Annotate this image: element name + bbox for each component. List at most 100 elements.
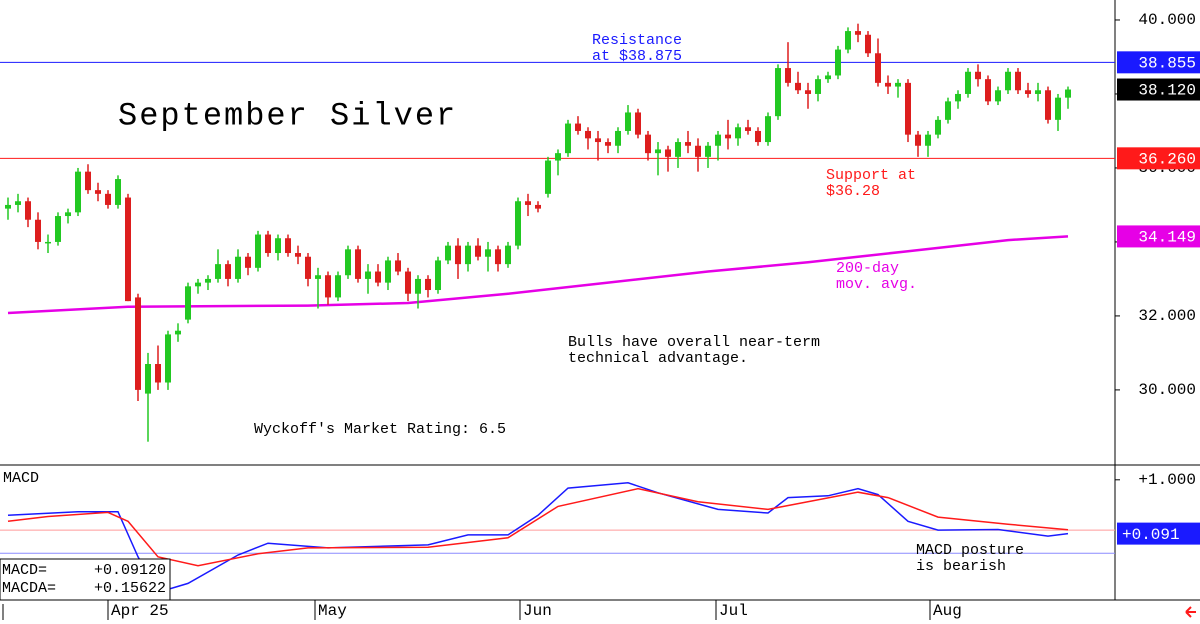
candle-body — [745, 127, 751, 131]
candle-body — [815, 79, 821, 94]
candle-body — [675, 142, 681, 157]
candle-body — [235, 256, 241, 279]
candle-body — [725, 134, 731, 139]
candle-body — [105, 193, 111, 205]
readout-value: +0.09120 — [94, 562, 166, 579]
value-tag-label: +0.091 — [1122, 526, 1180, 544]
candle-body — [125, 197, 131, 302]
candle-body — [1025, 90, 1031, 94]
price-panel: 30.00032.00034.00036.00038.00040.00038.8… — [0, 11, 1200, 442]
candle-body — [685, 142, 691, 146]
candle-body — [715, 134, 721, 146]
candle-body — [735, 127, 741, 139]
readout-label: MACDA= — [2, 580, 56, 597]
candle-body — [85, 171, 91, 191]
price-tag — [1117, 78, 1200, 101]
candle-body — [1055, 97, 1061, 120]
candle-body — [755, 130, 761, 143]
candle-body — [75, 171, 81, 213]
annotation: technical advantage. — [568, 350, 748, 367]
candle-body — [285, 238, 291, 254]
annotation: Bulls have overall near-term — [568, 334, 820, 351]
chart-title: September Silver — [118, 97, 457, 134]
price-tag-label: 36.260 — [1138, 151, 1196, 169]
candle-body — [15, 201, 21, 205]
scroll-arrow[interactable] — [1185, 606, 1196, 618]
value-tag — [1117, 522, 1200, 545]
readout-label: MACD= — [2, 562, 47, 579]
candle-body — [1015, 71, 1021, 91]
candle-body — [355, 249, 361, 279]
price-tag-label: 38.120 — [1138, 82, 1196, 100]
price-tag-label: 38.855 — [1138, 55, 1196, 73]
candle-body — [365, 271, 371, 279]
annotation: $36.28 — [826, 183, 880, 200]
candle-body — [935, 119, 941, 135]
candle-body — [255, 234, 261, 268]
candle-body — [865, 34, 871, 54]
candle-body — [185, 286, 191, 320]
candle-body — [215, 264, 221, 279]
candle-body — [95, 190, 101, 194]
candle-body — [525, 201, 531, 205]
candle-body — [435, 260, 441, 291]
price-tag — [1117, 51, 1200, 74]
candle-body — [875, 53, 881, 83]
candle-body — [855, 31, 861, 35]
candle-body — [265, 234, 271, 254]
candle-body — [765, 116, 771, 143]
candle-body — [535, 204, 541, 209]
candle-body — [635, 112, 641, 135]
candle-body — [545, 160, 551, 194]
annotation: mov. avg. — [836, 276, 917, 293]
candle-body — [985, 79, 991, 102]
x-tick-label: May — [318, 602, 347, 620]
candle-body — [395, 260, 401, 272]
candle-body — [575, 123, 581, 131]
annotation: Support at — [826, 167, 916, 184]
candle-body — [45, 241, 51, 244]
candle-body — [165, 334, 171, 383]
candle-body — [825, 75, 831, 80]
candle-body — [145, 364, 151, 394]
candle-body — [485, 249, 491, 257]
candle-body — [645, 134, 651, 154]
candle-body — [975, 71, 981, 80]
readout-box — [0, 558, 171, 601]
price-tag — [1117, 147, 1200, 170]
candle-body — [705, 145, 711, 157]
candle-body — [375, 271, 381, 283]
candle-body — [275, 238, 281, 254]
macd-line — [7, 487, 1069, 567]
candle-body — [35, 219, 41, 242]
candle-body — [915, 134, 921, 146]
candle-body — [245, 256, 251, 268]
candle-body — [805, 90, 811, 94]
x-tick-label: Jun — [523, 602, 552, 620]
candle-body — [695, 145, 701, 157]
y-tick-label: 32.000 — [1138, 307, 1196, 325]
candle-body — [515, 201, 521, 246]
candle-body — [175, 330, 181, 335]
candle-body — [585, 130, 591, 139]
candle-body — [1045, 90, 1051, 120]
candle-body — [785, 68, 791, 83]
candle-body — [465, 245, 471, 265]
candle-body — [445, 245, 451, 261]
x-tick-label: Jul — [719, 602, 748, 620]
candle-body — [415, 278, 421, 294]
moving-average — [7, 235, 1069, 315]
candle-body — [835, 49, 841, 76]
candle-body — [775, 68, 781, 117]
annotation: is bearish — [916, 558, 1006, 575]
candle-body — [655, 149, 661, 154]
candle-body — [155, 364, 161, 383]
annotation: 200-day — [836, 260, 899, 277]
candle-body — [885, 82, 891, 87]
candle-body — [1035, 90, 1041, 94]
price-tag-label: 34.149 — [1138, 229, 1196, 247]
candle-body — [565, 123, 571, 154]
annotation: Wyckoff's Market Rating: 6.5 — [254, 421, 506, 438]
